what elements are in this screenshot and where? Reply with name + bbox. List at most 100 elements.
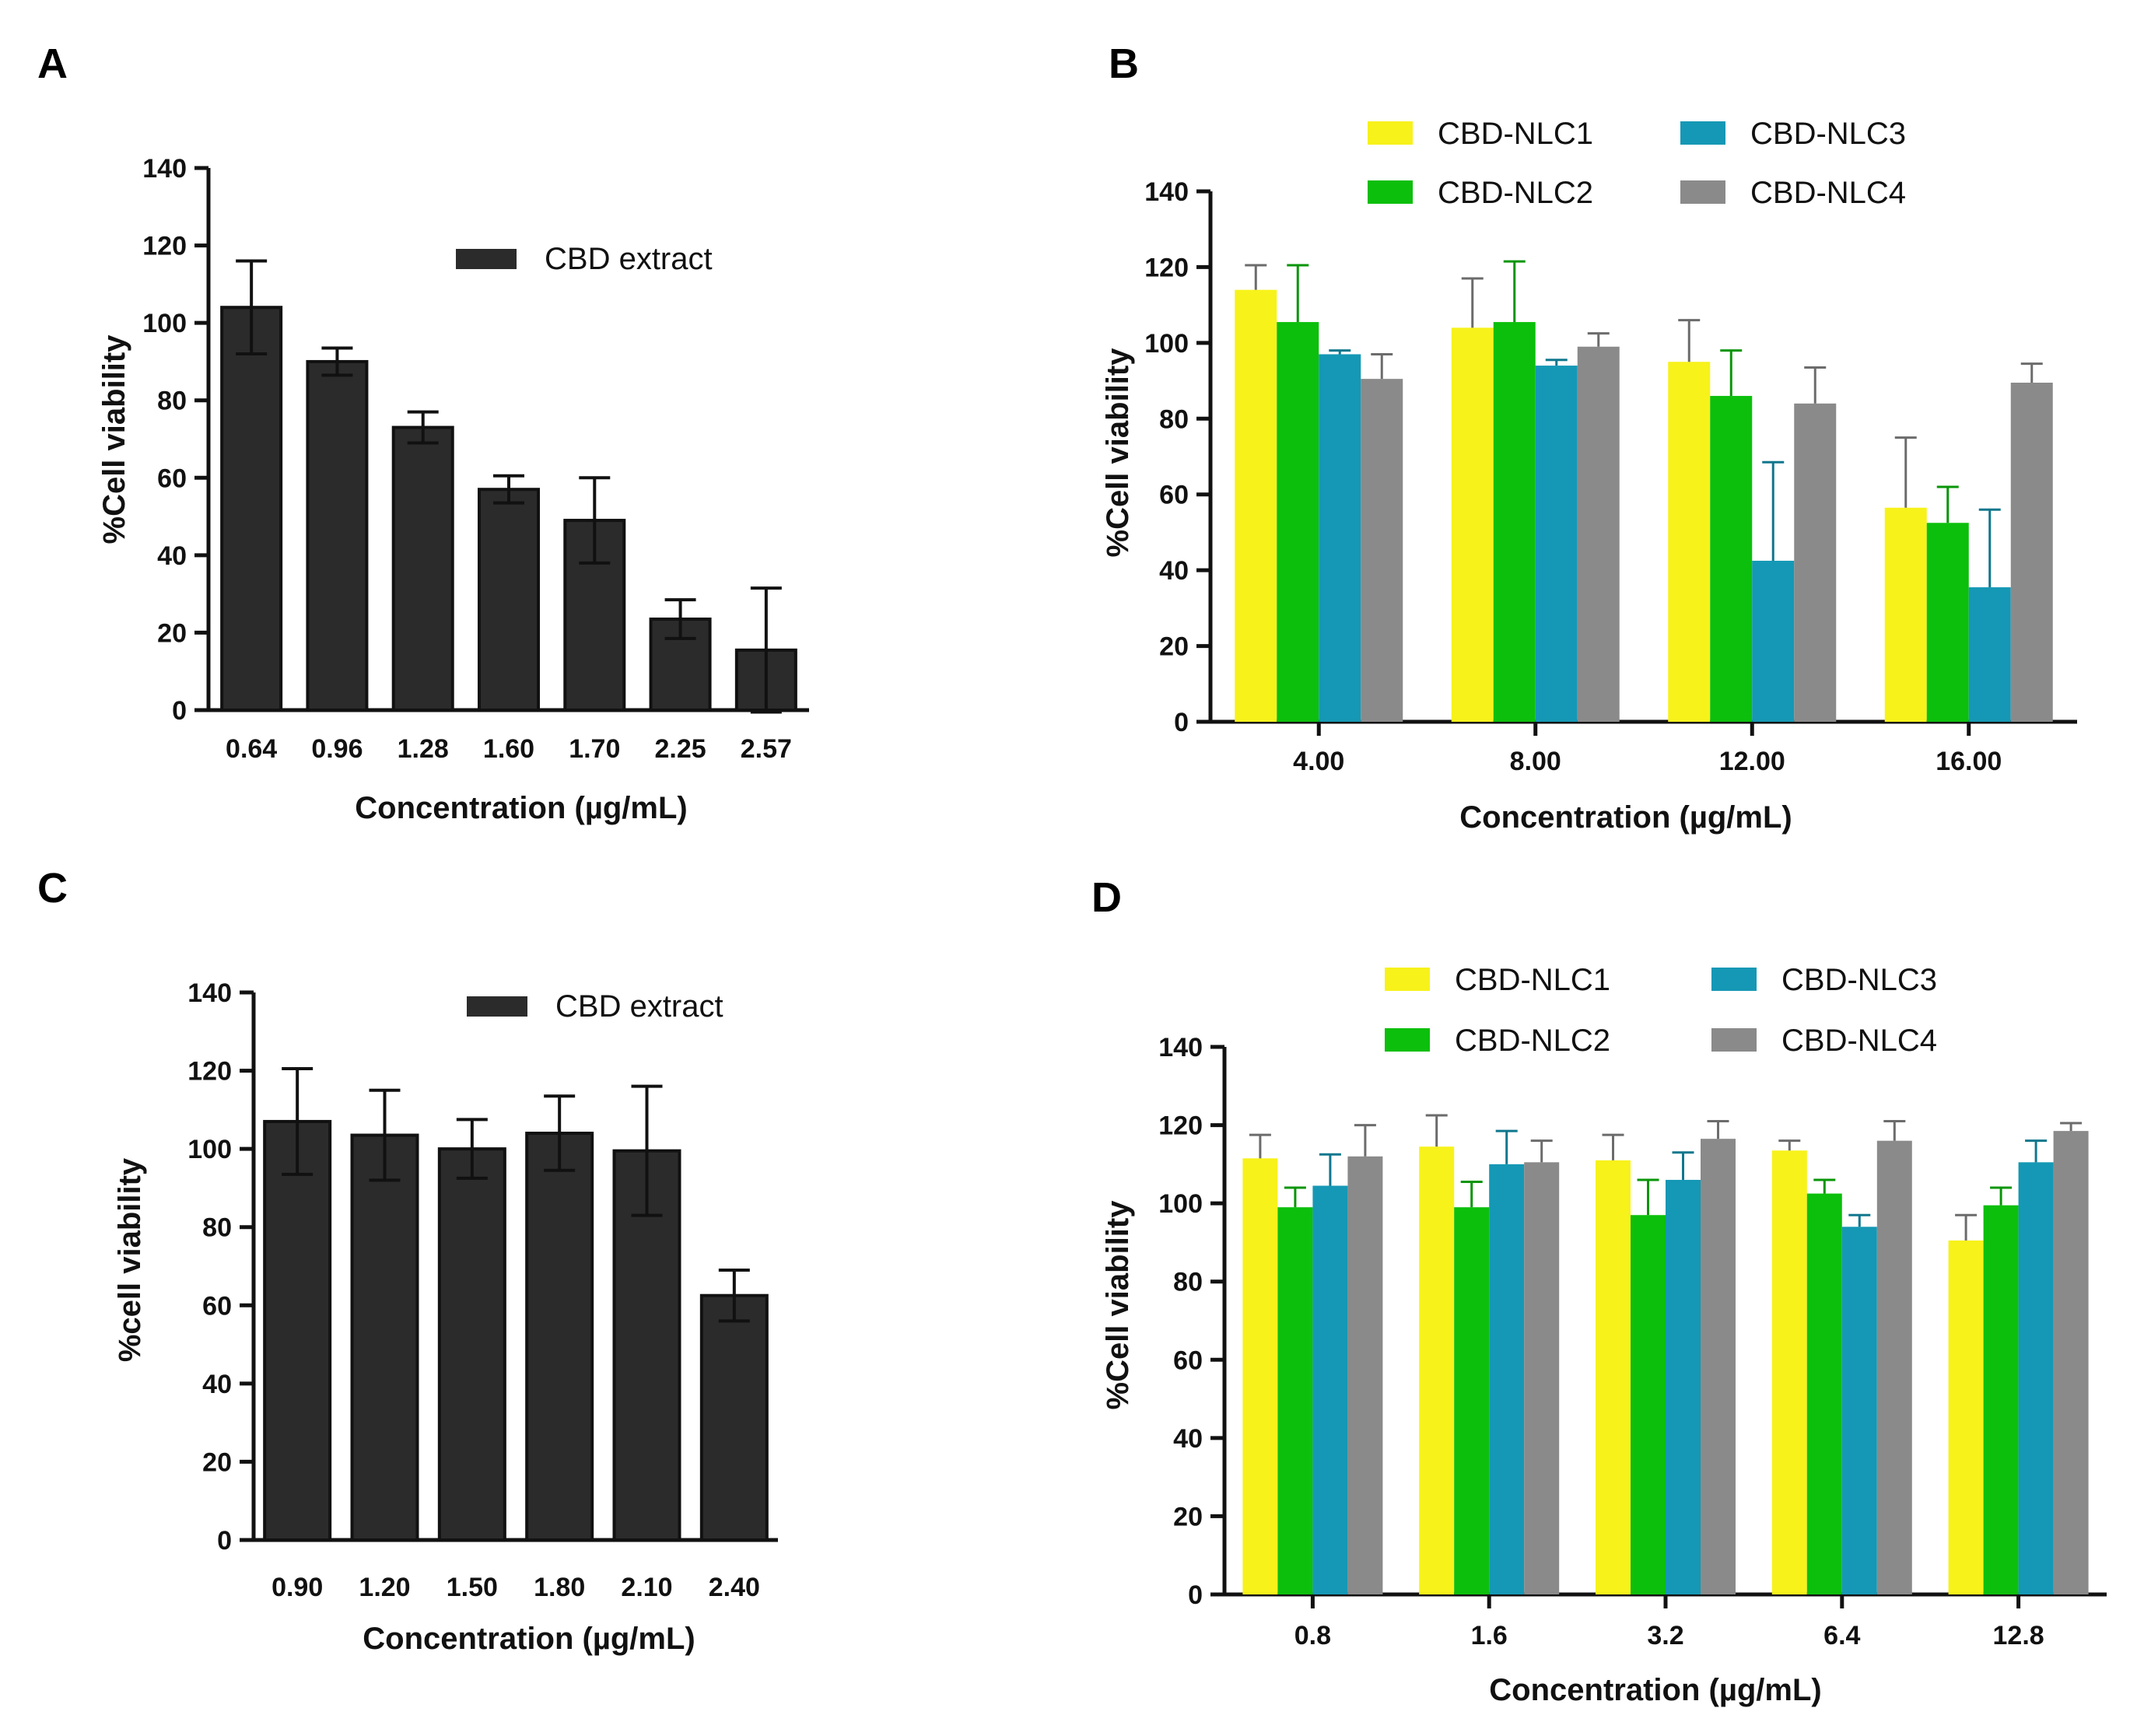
panel-a-x-tick-label: 2.57 xyxy=(741,734,792,764)
panel-c-y-tick-label: 120 xyxy=(187,1057,232,1087)
panel-b-y-tick-label: 20 xyxy=(1159,632,1189,662)
panel-a-bar xyxy=(391,425,454,712)
panel-b-legend: CBD-NLC1 CBD-NLC2 CBD-NLC3 CBD-NLC4 xyxy=(1368,117,1906,210)
panel-b-bar xyxy=(1794,403,1837,722)
panel-b-bar xyxy=(1277,322,1319,722)
panel-d-y-tick-label: 140 xyxy=(1158,1033,1203,1062)
panel-a-bar xyxy=(220,306,283,712)
panel-b-bar xyxy=(1926,523,1969,722)
panel-a-x-tick-label: 0.96 xyxy=(311,734,363,764)
panel-b-y-tick-label: 80 xyxy=(1159,404,1189,434)
panel-a-y-tick-label: 40 xyxy=(157,541,187,571)
panel-d-legend-swatch-nlc3 xyxy=(1711,968,1757,991)
panel-b-bar xyxy=(1752,560,1795,722)
panel-b-bar xyxy=(1668,362,1711,722)
panel-b-legend-label-nlc1: CBD-NLC1 xyxy=(1438,117,1593,151)
panel-d-y-tick-label: 60 xyxy=(1173,1346,1203,1375)
panel-d-bar xyxy=(1983,1205,2019,1594)
panel-a-y-tick-label: 0 xyxy=(172,696,187,726)
panel-b-legend-label-nlc2: CBD-NLC2 xyxy=(1438,176,1593,210)
panel-a-x-tick-label: 1.28 xyxy=(398,734,449,764)
panel-d-legend-swatch-nlc4 xyxy=(1711,1028,1757,1052)
panel-b-bar xyxy=(1451,327,1494,722)
panel-d-bar xyxy=(1771,1150,1807,1594)
panel-b-legend-swatch-nlc2 xyxy=(1368,180,1413,204)
panel-letter-a: A xyxy=(37,40,68,87)
panel-d-legend-swatch-nlc2 xyxy=(1385,1028,1430,1052)
panel-d-bar xyxy=(2053,1131,2089,1594)
panel-b-x-tick-label: 12.00 xyxy=(1719,747,1785,776)
panel-a-x-tick-label: 1.60 xyxy=(483,734,534,764)
panel-c-y-tick-label: 20 xyxy=(202,1447,232,1477)
panel-d-legend-swatch-nlc1 xyxy=(1385,968,1430,991)
panel-d-bar xyxy=(1701,1139,1736,1594)
panel-b-y-tick-label: 140 xyxy=(1144,177,1189,207)
panel-c: C 0 20 40 60 80 100 120 140 0.90 1.20 1.50 1.80 2.10… xyxy=(37,865,778,1656)
panel-b-bar xyxy=(1968,587,2011,722)
panel-d-x-tick-label: 3.2 xyxy=(1647,1621,1683,1650)
panel-b-y-tick-label: 40 xyxy=(1159,556,1189,586)
panel-d-bar xyxy=(1841,1227,1877,1594)
panel-b-y-axis-label: %Cell viability xyxy=(1101,348,1135,558)
panel-d-legend: CBD-NLC1 CBD-NLC2 CBD-NLC3 CBD-NLC4 xyxy=(1385,963,1937,1058)
panel-letter-d: D xyxy=(1091,874,1122,921)
panel-d-bar xyxy=(1666,1179,1701,1594)
panel-d-y-tick-label: 40 xyxy=(1173,1424,1203,1454)
panel-c-bar xyxy=(437,1147,506,1542)
panel-c-x-tick-label: 1.50 xyxy=(447,1573,498,1602)
panel-d-x-tick-label: 6.4 xyxy=(1823,1621,1860,1650)
panel-b-bar xyxy=(1493,322,1536,722)
panel-c-legend-swatch xyxy=(467,996,527,1017)
panel-d-x-tick-label: 12.8 xyxy=(1993,1621,2044,1650)
panel-d-plot: 0 20 40 60 80 100 120 140 0.8 1.6 3.2 6.4 12.8 xyxy=(1158,1033,2107,1650)
panel-c-bar xyxy=(263,1119,332,1542)
panel-a-legend-label: CBD extract xyxy=(545,242,713,276)
panel-a-x-tick-label: 0.64 xyxy=(226,734,277,764)
panel-a-y-tick-label: 100 xyxy=(142,309,187,338)
panel-c-y-tick-label: 60 xyxy=(202,1291,232,1321)
panel-c-x-tick-label: 1.20 xyxy=(359,1573,410,1602)
panel-c-legend: CBD extract xyxy=(467,989,723,1024)
panel-d-y-tick-label: 100 xyxy=(1158,1189,1203,1219)
panel-a-x-tick-label: 1.70 xyxy=(569,734,620,764)
panel-c-plot: 0 20 40 60 80 100 120 140 0.90 1.20 1.50 1.80 2.10 2.… xyxy=(187,978,778,1602)
panel-d-y-tick-label: 80 xyxy=(1173,1268,1203,1297)
panel-b-x-tick-label: 4.00 xyxy=(1293,747,1344,776)
panel-a-y-tick-label: 20 xyxy=(157,618,187,648)
panel-b-x-tick-label: 16.00 xyxy=(1936,747,2002,776)
panel-b-y-tick-label: 60 xyxy=(1159,481,1189,510)
panel-c-y-tick-label: 100 xyxy=(187,1135,232,1164)
panel-a-y-tick-label: 140 xyxy=(142,154,187,184)
panel-c-y-tick-label: 80 xyxy=(202,1213,232,1243)
panel-c-x-tick-label: 1.80 xyxy=(534,1573,585,1602)
panel-d-y-axis-label: %Cell viability xyxy=(1101,1200,1135,1410)
panel-c-bar xyxy=(525,1132,594,1542)
panel-d-bar xyxy=(1596,1160,1631,1594)
panel-b-bar xyxy=(1577,346,1620,722)
panel-b-bar xyxy=(1361,379,1403,722)
panel-a-x-axis-label: Concentration (µg/mL) xyxy=(355,791,687,825)
panel-b-bar xyxy=(1884,507,1927,722)
panel-d-bar xyxy=(1948,1240,1984,1594)
panel-d-y-tick-label: 120 xyxy=(1158,1111,1203,1141)
panel-b-y-tick-label: 120 xyxy=(1144,253,1189,282)
panel-a-x-tick-label: 2.25 xyxy=(654,734,706,764)
panel-c-y-tick-label: 0 xyxy=(217,1526,232,1556)
panel-a-y-tick-label: 60 xyxy=(157,464,187,493)
panel-d-bar xyxy=(2018,1162,2054,1594)
panel-d-bar xyxy=(1347,1156,1383,1594)
panel-c-y-tick-label: 40 xyxy=(202,1370,232,1399)
panel-b: B 0 20 40 60 80 100 120 140 4.00 8.00 12.00 16.00 C… xyxy=(1101,40,2077,835)
panel-d-bar xyxy=(1277,1207,1313,1594)
panel-b-legend-swatch-nlc4 xyxy=(1680,180,1725,204)
panel-c-x-tick-label: 2.40 xyxy=(709,1573,760,1602)
panel-a-bar xyxy=(306,359,369,712)
panel-b-plot: 0 20 40 60 80 100 120 140 4.00 8.00 12.00 16.00 xyxy=(1144,177,2077,776)
panel-d-legend-label-nlc2: CBD-NLC2 xyxy=(1455,1024,1610,1058)
panel-b-bar xyxy=(1319,354,1361,722)
panel-d-y-tick-label: 0 xyxy=(1188,1580,1203,1610)
panel-a-y-tick-label: 120 xyxy=(142,232,187,261)
panel-c-x-axis-label: Concentration (µg/mL) xyxy=(363,1622,695,1656)
panel-b-bar xyxy=(2010,383,2053,722)
